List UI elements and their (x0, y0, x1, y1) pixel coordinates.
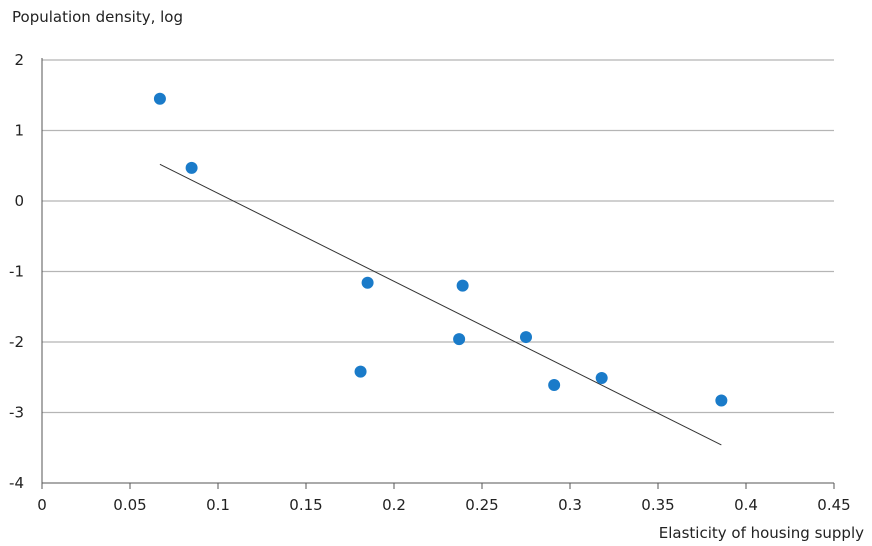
data-point (453, 333, 466, 346)
x-tick-label: 0.05 (113, 496, 146, 514)
x-tick-label: 0.35 (641, 496, 674, 514)
points-layer (153, 92, 728, 407)
trendline (159, 163, 722, 446)
data-point (595, 371, 608, 384)
data-point (456, 279, 469, 292)
x-tick-label: 0.25 (465, 496, 498, 514)
data-point (548, 379, 561, 392)
x-tick-label: 0.3 (558, 496, 582, 514)
y-tick-label: 0 (14, 192, 24, 210)
data-point (361, 276, 374, 289)
x-tick-label: 0.4 (734, 496, 758, 514)
y-tick-label: -2 (9, 333, 24, 351)
axes (41, 58, 835, 489)
data-point (354, 365, 367, 378)
data-point (185, 161, 198, 174)
trendline-layer (159, 163, 722, 446)
y-tick-label: 1 (14, 122, 24, 140)
grid-lines (42, 59, 834, 414)
x-tick-label: 0.45 (817, 496, 850, 514)
x-tick-label: 0.2 (382, 496, 406, 514)
x-tick-labels: 0 0.05 0.1 0.15 0.2 0.25 0.3 0.35 0.4 0.45 (37, 496, 850, 514)
y-tick-label: 2 (14, 51, 24, 69)
x-axis-label: Elasticity of housing supply (658, 524, 864, 542)
data-point (715, 394, 728, 407)
y-tick-label: -3 (9, 404, 24, 422)
y-tick-label: -1 (9, 263, 24, 281)
data-point (153, 92, 166, 105)
x-tick-label: 0 (37, 496, 47, 514)
y-tick-label: -4 (9, 474, 24, 492)
y-tick-labels: -4 -3 -2 -1 0 1 2 (9, 51, 24, 492)
x-tick-label: 0.15 (289, 496, 322, 514)
x-tick-label: 0.1 (206, 496, 230, 514)
data-point (520, 331, 532, 344)
y-axis-label: Population density, log (12, 8, 183, 26)
